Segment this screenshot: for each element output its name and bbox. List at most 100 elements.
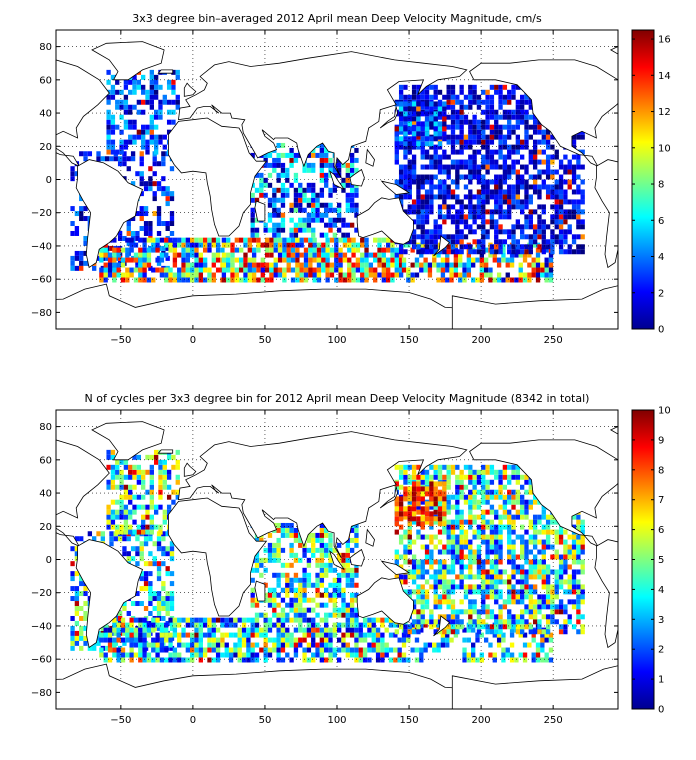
- bin-cell: [158, 474, 163, 480]
- bin-cell: [524, 164, 529, 170]
- bin-cell: [453, 242, 459, 248]
- bin-cell: [171, 464, 176, 470]
- bin-cell: [548, 632, 554, 638]
- bin-cell: [332, 547, 337, 553]
- bin-cell: [87, 531, 93, 537]
- bin-cell: [280, 187, 286, 193]
- bin-cell: [112, 647, 117, 653]
- bin-cell: [207, 647, 212, 653]
- bin-cell: [458, 277, 463, 283]
- bin-cell: [476, 104, 482, 110]
- bin-cell: [136, 529, 142, 535]
- bin-cell: [107, 267, 113, 273]
- bin-cell: [459, 599, 464, 605]
- bin-cell: [485, 464, 490, 470]
- bin-cell: [316, 252, 322, 258]
- bin-cell: [290, 267, 296, 273]
- bin-cell: [165, 591, 170, 597]
- bin-cell: [394, 154, 399, 160]
- bin-cell: [341, 187, 346, 193]
- bin-cell: [280, 212, 286, 218]
- bin-cell: [532, 629, 538, 635]
- bin-cell: [207, 277, 212, 283]
- bin-cell: [175, 474, 180, 480]
- bin-cell: [198, 652, 203, 658]
- bin-cell: [394, 141, 399, 147]
- bin-cell: [485, 579, 490, 585]
- bin-cell: [424, 579, 430, 585]
- bin-cell: [329, 272, 335, 278]
- bin-cell: [133, 617, 139, 623]
- bin-cell: [272, 612, 277, 618]
- bin-cell: [472, 114, 477, 120]
- bin-cell: [337, 612, 342, 618]
- bin-cell: [142, 632, 147, 638]
- bin-cell: [541, 129, 546, 135]
- bin-cell: [250, 617, 255, 623]
- bin-cell: [116, 252, 121, 258]
- bin-cell: [489, 84, 495, 90]
- bin-cell: [532, 114, 538, 120]
- bin-cell: [371, 627, 376, 633]
- bin-cell: [79, 606, 84, 611]
- bin-cell: [119, 114, 124, 120]
- bin-cell: [285, 602, 290, 608]
- bin-cell: [151, 247, 156, 253]
- bin-cell: [541, 239, 546, 245]
- bin-cell: [472, 164, 477, 170]
- bin-cell: [289, 562, 294, 568]
- bin-cell: [403, 559, 408, 565]
- bin-cell: [507, 184, 512, 190]
- bin-cell: [247, 242, 252, 248]
- bin-cell: [103, 632, 108, 638]
- bin-cell: [502, 194, 508, 200]
- bin-cell: [171, 89, 176, 95]
- bin-cell: [250, 232, 255, 238]
- bin-cell: [360, 252, 365, 258]
- bin-cell: [153, 134, 159, 140]
- bin-cell: [349, 602, 355, 608]
- bin-cell: [433, 579, 438, 585]
- bin-cell: [349, 617, 355, 623]
- bin-cell: [385, 247, 391, 253]
- bin-cell: [498, 619, 503, 625]
- bin-cell: [79, 196, 84, 202]
- bin-cell: [146, 252, 152, 258]
- bin-cell: [537, 139, 542, 145]
- bin-cell: [558, 229, 564, 235]
- bin-cell: [308, 242, 313, 248]
- bin-cell: [177, 272, 182, 278]
- bin-cell: [319, 152, 325, 158]
- bin-cell: [485, 544, 490, 550]
- bin-cell: [498, 134, 503, 140]
- bin-cell: [403, 544, 408, 550]
- bin-cell: [120, 622, 126, 628]
- bin-cell: [138, 272, 143, 278]
- bin-cell: [164, 627, 169, 633]
- bin-cell: [455, 519, 460, 525]
- bin-cell: [407, 629, 412, 635]
- bin-cell: [276, 592, 281, 598]
- bin-cell: [345, 567, 350, 573]
- bin-cell: [280, 167, 286, 173]
- bin-cell: [112, 247, 117, 253]
- bin-cell: [263, 592, 268, 598]
- bin-cell: [520, 564, 525, 570]
- bin-cell: [123, 509, 129, 515]
- bin-cell: [79, 151, 84, 157]
- bin-cell: [394, 529, 399, 535]
- bin-cell: [143, 581, 149, 587]
- bin-cell: [162, 459, 167, 465]
- bin-cell: [345, 572, 350, 578]
- bin-cell: [390, 272, 395, 278]
- bin-cell: [138, 257, 143, 263]
- bin-cell: [541, 629, 546, 635]
- bin-cell: [250, 597, 255, 603]
- bin-cell: [462, 637, 467, 643]
- bin-cell: [494, 229, 499, 235]
- bin-cell: [153, 94, 159, 100]
- bin-cell: [324, 657, 329, 663]
- bin-cell: [142, 257, 147, 263]
- bin-cell: [79, 250, 84, 256]
- bin-cell: [498, 179, 503, 185]
